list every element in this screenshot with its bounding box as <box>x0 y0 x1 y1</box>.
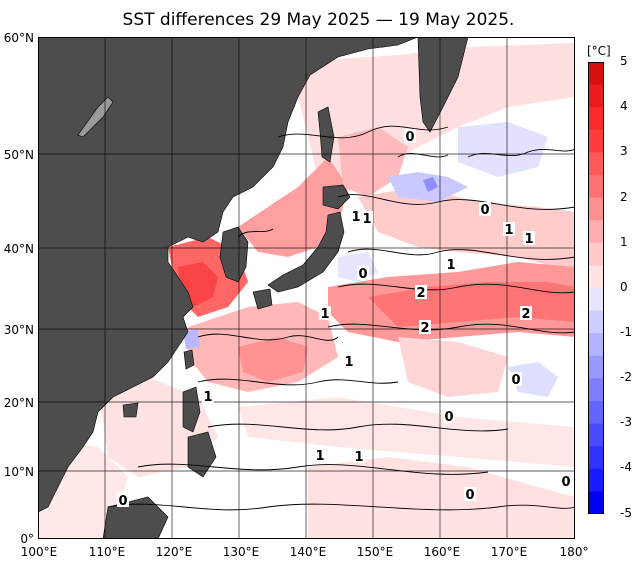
lat-label-30n: 30°N <box>3 323 34 337</box>
colorbar-tick: 0 <box>620 280 628 294</box>
contour-label: 1 <box>362 212 371 227</box>
colorbar-cell <box>588 310 604 334</box>
map-frame <box>38 37 575 539</box>
contour-label: 0 <box>511 373 520 388</box>
contour-label: 0 <box>358 267 367 282</box>
colorbar-cell <box>588 265 604 289</box>
colorbar-tick: 1 <box>620 235 628 249</box>
contour-label: 1 <box>351 210 360 225</box>
lat-label-60n: 60°N <box>3 31 34 45</box>
sst-map: 0 1 1 0 1 1 1 0 2 1 2 2 1 0 1 0 1 1 0 0 … <box>38 37 575 539</box>
lon-label-100e: 100°E <box>20 545 58 559</box>
colorbar-cell <box>588 197 604 221</box>
colorbar-cell <box>588 129 604 153</box>
lon-label-150e: 150°E <box>356 545 394 559</box>
colorbar-tick: -5 <box>620 506 632 520</box>
lon-label-140e: 140°E <box>289 545 327 559</box>
contour-label-layer: 0 1 1 0 1 1 1 0 2 1 2 2 1 0 1 0 1 1 0 0 … <box>117 129 572 509</box>
colorbar-cell <box>588 152 604 176</box>
lon-label-120e: 120°E <box>155 545 193 559</box>
lat-label-10n: 10°N <box>3 465 34 479</box>
colorbar-cell <box>588 491 604 514</box>
contour-label: 1 <box>203 390 212 405</box>
colorbar-cell <box>588 107 604 131</box>
colorbar-tick: 4 <box>620 99 628 113</box>
colorbar-cell <box>588 175 604 199</box>
colorbar-tick: 5 <box>620 54 628 68</box>
colorbar-cell <box>588 84 604 108</box>
colorbar-cell <box>588 468 604 492</box>
contour-label: 0 <box>444 410 453 425</box>
colorbar-cell <box>588 333 604 357</box>
contour-label: 0 <box>480 203 489 218</box>
colorbar-tick: 3 <box>620 144 628 158</box>
contour-label: 1 <box>320 307 329 322</box>
colorbar-unit: [°C] <box>587 44 611 58</box>
lon-label-170e: 170°E <box>490 545 528 559</box>
contour-label: 2 <box>416 286 425 301</box>
colorbar <box>588 62 604 514</box>
lon-label-180: 180° <box>559 545 589 559</box>
contour-label: 1 <box>504 223 513 238</box>
contour-label: 1 <box>446 258 455 273</box>
map-title: SST differences 29 May 2025 — 19 May 202… <box>122 10 515 30</box>
contour-label: 1 <box>524 232 533 247</box>
contour-label: 2 <box>420 321 429 336</box>
lon-label-160e: 160°E <box>423 545 461 559</box>
colorbar-frame <box>588 62 604 514</box>
colorbar-cell <box>588 401 604 425</box>
lat-label-20n: 20°N <box>3 396 34 410</box>
colorbar-cell <box>588 288 604 312</box>
contour-label: 0 <box>465 488 474 503</box>
colorbar-tick: 2 <box>620 190 628 204</box>
colorbar-tick: -3 <box>620 415 632 429</box>
contour-lines <box>107 125 575 511</box>
colorbar-tick: -2 <box>620 370 632 384</box>
lat-label-50n: 50°N <box>3 148 34 162</box>
land-layer <box>38 37 469 539</box>
contour-label: 0 <box>405 130 414 145</box>
lat-label-0: 0° <box>20 532 34 546</box>
contour-label: 0 <box>118 494 127 509</box>
colorbar-cell <box>588 242 604 266</box>
contour-label: 0 <box>561 475 570 490</box>
colorbar-cell <box>588 62 604 86</box>
contour-label: 1 <box>354 450 363 465</box>
colorbar-cell <box>588 355 604 379</box>
lon-label-110e: 110°E <box>88 545 126 559</box>
contour-label: 1 <box>315 449 324 464</box>
lat-label-40n: 40°N <box>3 242 34 256</box>
lon-label-130e: 130°E <box>222 545 260 559</box>
cool-anomaly-layer <box>183 122 558 397</box>
contour-label: 2 <box>521 307 530 322</box>
colorbar-tick: -1 <box>620 325 632 339</box>
colorbar-cell <box>588 423 604 447</box>
colorbar-tick: -4 <box>620 460 632 474</box>
colorbar-cell <box>588 378 604 402</box>
colorbar-cell <box>588 446 604 470</box>
graticule <box>38 37 575 539</box>
colorbar-cell <box>588 220 604 244</box>
contour-label: 1 <box>344 355 353 370</box>
